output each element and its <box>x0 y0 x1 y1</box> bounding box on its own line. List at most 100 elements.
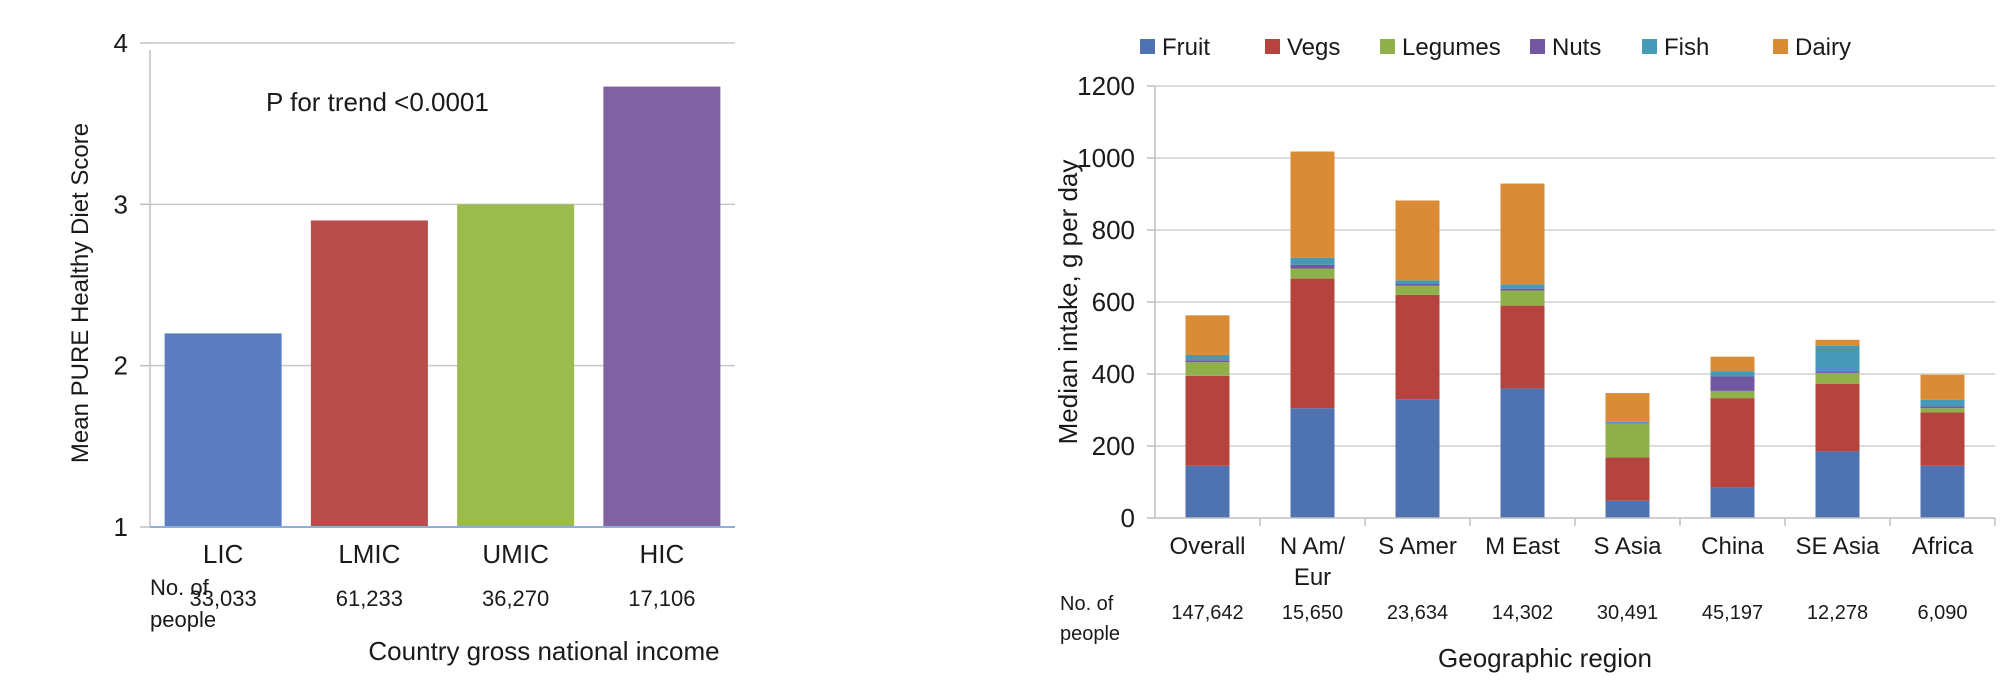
right-bar-segment-dairy <box>1290 151 1335 258</box>
right-bar-segment-vegs <box>1815 383 1860 452</box>
right-bar-segment-dairy <box>1395 200 1440 281</box>
legend-label-vegs: Vegs <box>1287 34 1340 61</box>
right-people-counts: 147,642 15,650 23,634 14,302 30,491 45,197 12,… <box>1171 602 1967 624</box>
diet-score-chart: 1 2 3 4 LIC LMIC UMIC HIC 33,033 61,233 36,270 17… <box>67 28 735 666</box>
right-legend: Fruit Vegs Legumes Nuts Fish Dairy <box>1140 34 1851 61</box>
right-y-tick-labels: 0 200 400 600 800 1000 1200 <box>1077 71 1135 533</box>
right-bar-segment-fruit <box>1395 399 1440 518</box>
right-x-tick-label: Overall <box>1169 533 1245 560</box>
left-bar-lic <box>164 333 282 527</box>
right-people-count: 6,090 <box>1917 602 1967 624</box>
right-x-tick-label: SE Asia <box>1795 533 1880 560</box>
right-x-tick-label: S Amer <box>1378 533 1457 560</box>
right-x-axis-label: Geographic region <box>1438 643 1652 673</box>
right-bar-segment-vegs <box>1395 294 1440 400</box>
left-bar-hic <box>603 86 721 527</box>
right-bar-segment-vegs <box>1605 457 1650 501</box>
right-bar-segment-fruit <box>1815 451 1860 518</box>
left-y-axis-label: Mean PURE Healthy Diet Score <box>67 123 94 463</box>
right-bar-segment-fish <box>1185 354 1230 361</box>
left-people-count: 33,033 <box>189 586 256 611</box>
right-bar-segment-vegs <box>1500 305 1545 389</box>
right-x-tick-label: China <box>1701 533 1764 560</box>
right-people-label-line2: people <box>1060 623 1120 645</box>
right-bar-segment-fish <box>1605 421 1650 423</box>
right-bar-segment-fish <box>1290 257 1335 265</box>
right-bar-segment-fruit <box>1290 408 1335 518</box>
right-stacked-bars <box>1185 151 1965 518</box>
left-bar-lmic <box>310 220 428 527</box>
legend-swatch-nuts <box>1530 39 1545 54</box>
left-y-tick-labels: 1 2 3 4 <box>114 28 128 542</box>
left-x-tick-label: HIC <box>639 539 684 569</box>
right-bar-segment-nuts <box>1920 406 1965 409</box>
right-people-count: 147,642 <box>1171 602 1243 624</box>
left-annotation: P for trend <0.0001 <box>266 87 489 117</box>
right-bar-segment-fruit <box>1605 500 1650 518</box>
legend-swatch-vegs <box>1265 39 1280 54</box>
left-people-label-line1: No. of <box>150 575 210 600</box>
right-x-tick-label: Eur <box>1294 564 1331 591</box>
right-x-tick-labels: Overall N Am/Eur S Amer M East S Asia China SE… <box>1169 533 1973 591</box>
right-gridlines <box>1147 85 1996 526</box>
right-bar-segment-dairy <box>1605 393 1650 422</box>
right-x-tick-label: S Asia <box>1593 533 1662 560</box>
left-x-axis-label: Country gross national income <box>368 636 719 666</box>
right-bar-segment-nuts <box>1710 376 1755 391</box>
left-bar-umic <box>457 204 575 528</box>
right-bar-segment-nuts <box>1395 284 1440 286</box>
left-x-tick-label: LIC <box>203 539 243 569</box>
right-bar-segment-nuts <box>1290 264 1335 269</box>
right-people-label-line1: No. of <box>1060 593 1114 615</box>
right-x-tick-label: M East <box>1485 533 1560 560</box>
right-bar-segment-nuts <box>1500 288 1545 291</box>
legend-label-legumes: Legumes <box>1402 34 1501 61</box>
right-y-tick-label: 0 <box>1121 503 1135 533</box>
right-bar-segment-legumes <box>1500 290 1545 306</box>
legend-label-fish: Fish <box>1664 34 1709 61</box>
right-bar-segment-fruit <box>1185 465 1230 518</box>
left-y-tick-label: 1 <box>114 512 128 542</box>
right-bar-segment-dairy <box>1815 339 1860 346</box>
legend-label-fruit: Fruit <box>1162 34 1210 61</box>
legend-swatch-fish <box>1642 39 1657 54</box>
median-intake-chart: Fruit Vegs Legumes Nuts Fish Dairy 0 200 400 600… <box>1053 34 1996 673</box>
right-people-count: 12,278 <box>1807 602 1868 624</box>
right-y-tick-label: 200 <box>1092 431 1135 461</box>
right-bar-segment-nuts <box>1605 422 1650 424</box>
right-bar-segment-fish <box>1395 280 1440 284</box>
legend-swatch-legumes <box>1380 39 1395 54</box>
right-bar-segment-vegs <box>1710 398 1755 488</box>
right-bar-segment-legumes <box>1185 362 1230 376</box>
right-bar-segment-fruit <box>1500 388 1545 518</box>
legend-swatch-fruit <box>1140 39 1155 54</box>
right-y-tick-label: 800 <box>1092 215 1135 245</box>
right-bar-segment-fish <box>1500 284 1545 289</box>
left-x-tick-label: UMIC <box>482 539 548 569</box>
left-people-count: 61,233 <box>336 586 403 611</box>
left-y-tick-label: 4 <box>114 28 128 58</box>
right-bar-segment-fish <box>1920 399 1965 407</box>
right-people-count: 23,634 <box>1387 602 1448 624</box>
left-bars <box>164 86 721 528</box>
right-bar-segment-vegs <box>1290 278 1335 409</box>
right-x-tick-label: Africa <box>1912 533 1974 560</box>
left-people-count: 17,106 <box>628 586 695 611</box>
right-bar-segment-fruit <box>1920 465 1965 518</box>
right-people-count: 15,650 <box>1282 602 1343 624</box>
right-y-axis-label: Median intake, g per day <box>1053 160 1083 445</box>
right-bar-segment-fruit <box>1710 487 1755 518</box>
legend-swatch-dairy <box>1773 39 1788 54</box>
right-bar-segment-fish <box>1710 371 1755 377</box>
left-people-label-line2: people <box>150 607 216 632</box>
left-y-tick-label: 2 <box>114 351 128 381</box>
right-bar-segment-legumes <box>1395 285 1440 295</box>
right-y-tick-label: 400 <box>1092 359 1135 389</box>
right-bar-segment-legumes <box>1710 390 1755 399</box>
left-x-tick-labels: LIC LMIC UMIC HIC <box>203 539 684 569</box>
left-x-tick-label: LMIC <box>338 539 400 569</box>
right-bar-segment-fish <box>1815 345 1860 372</box>
legend-label-dairy: Dairy <box>1795 34 1851 61</box>
right-bar-segment-legumes <box>1290 268 1335 279</box>
right-bar-segment-dairy <box>1710 356 1755 372</box>
